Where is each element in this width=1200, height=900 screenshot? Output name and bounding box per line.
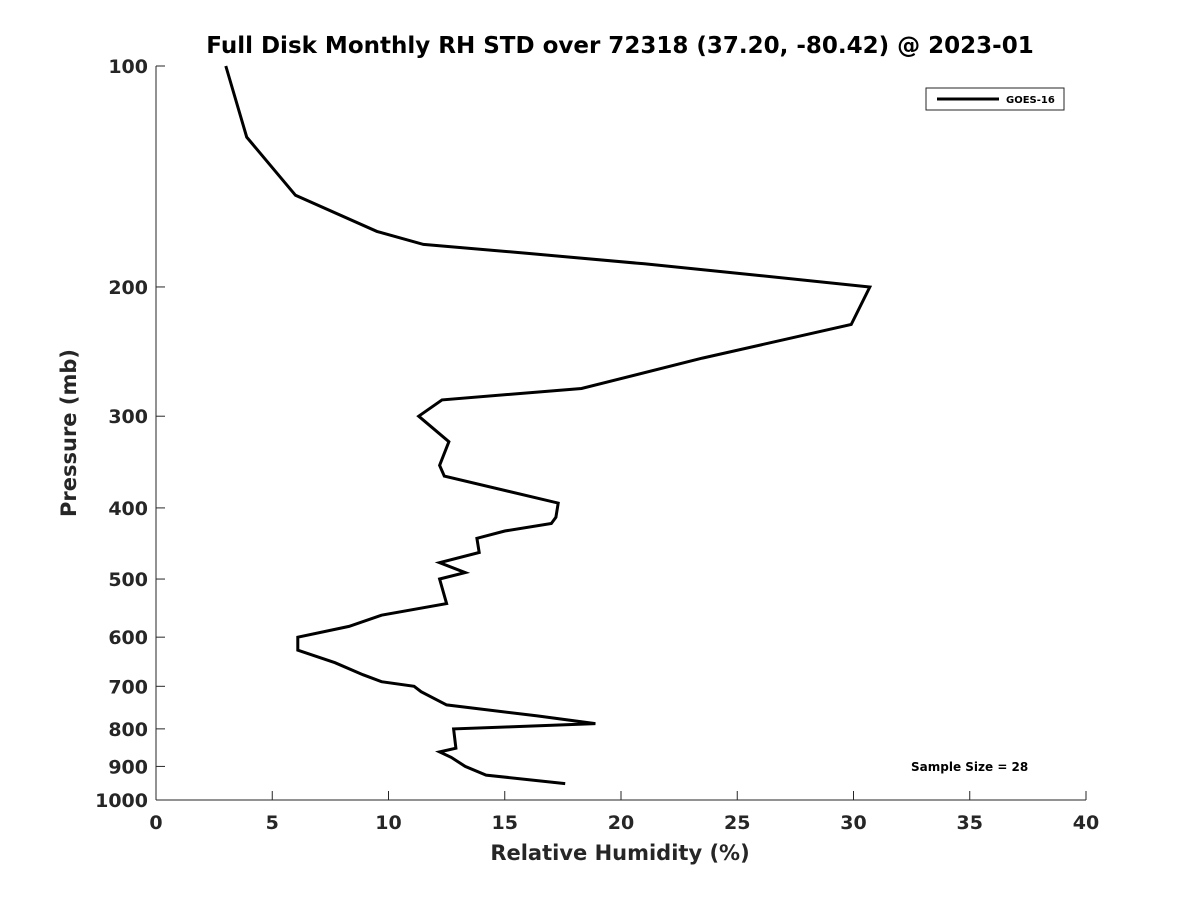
y-tick-label: 400: [108, 498, 148, 520]
y-tick-label: 700: [108, 676, 148, 698]
legend-label: GOES-16: [1006, 95, 1055, 106]
y-ticks: 100 200 300 400 500 600 700 800 900 1000: [95, 56, 165, 812]
x-ticks: 0 5 10 15 20 25 30 35 40: [149, 791, 1099, 834]
y-axis-label: Pressure (mb): [57, 349, 81, 517]
y-tick-label: 200: [108, 277, 148, 299]
y-tick-label: 300: [108, 406, 148, 428]
sample-size-annotation: Sample Size = 28: [911, 760, 1028, 774]
x-tick-label: 25: [724, 812, 750, 834]
x-tick-label: 0: [149, 812, 162, 834]
x-tick-label: 5: [266, 812, 279, 834]
x-tick-label: 30: [840, 812, 866, 834]
x-axis-label: Relative Humidity (%): [490, 841, 749, 865]
x-tick-label: 20: [608, 812, 634, 834]
x-tick-label: 35: [957, 812, 983, 834]
legend: GOES-16: [925, 87, 1065, 111]
y-tick-label: 800: [108, 719, 148, 741]
series-layer: [224, 65, 873, 786]
x-tick-label: 40: [1073, 812, 1099, 834]
plot-area: [155, 66, 1086, 801]
chart-title: Full Disk Monthly RH STD over 72318 (37.…: [206, 33, 1033, 59]
y-tick-label: 900: [108, 756, 148, 778]
x-tick-label: 10: [375, 812, 401, 834]
x-tick-label: 15: [492, 812, 518, 834]
series-line-goes-16: [224, 65, 873, 786]
y-tick-label: 500: [108, 569, 148, 591]
y-tick-label: 600: [108, 627, 148, 649]
y-tick-label: 100: [108, 56, 148, 78]
y-tick-label: 1000: [95, 790, 148, 812]
